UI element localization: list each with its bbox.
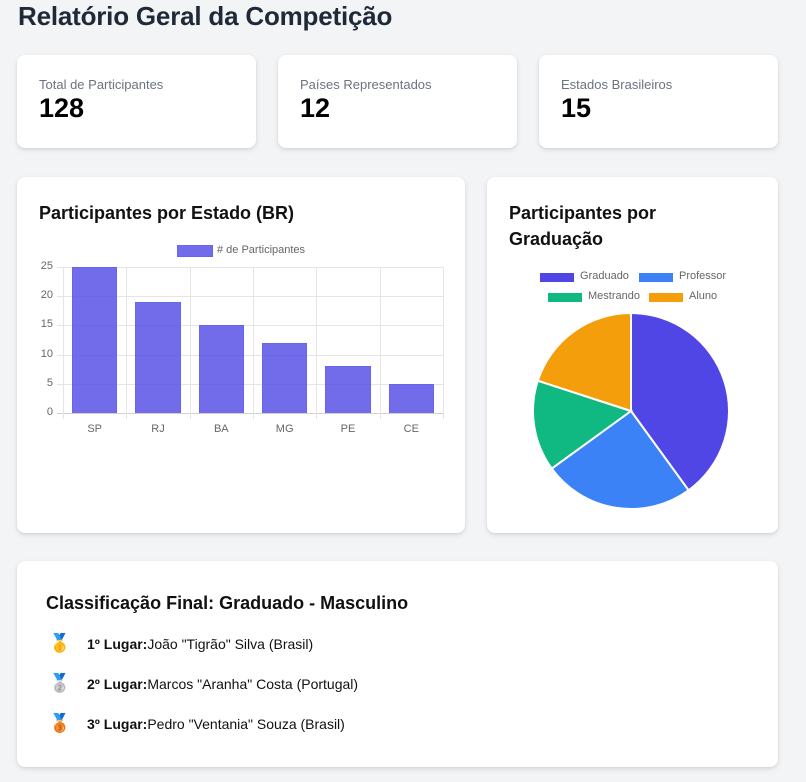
rank-name: Marcos "Aranha" Costa (Portugal) — [147, 675, 359, 692]
pie-slice-graduado[interactable] — [630, 311, 730, 492]
x-axis-tick: SP — [87, 423, 102, 435]
grid-line — [379, 267, 381, 419]
stat-value: 12 — [300, 93, 331, 123]
bar-chart: # de Participantes 0 5 10 15 20 25 SP RJ BA MG PE C… — [17, 177, 465, 533]
x-axis-tick: RJ — [151, 423, 165, 435]
silver-medal-icon: 🥈 — [48, 673, 72, 693]
y-axis-tick: 20 — [40, 289, 53, 302]
ranking-item-1: 🥇 1º Lugar: João "Tigrão" Silva (Brasil) — [47, 633, 313, 654]
bar-chart-title: Participantes por Estado (BR) — [39, 203, 295, 223]
pie-title-line1: Participantes por — [509, 203, 657, 223]
grid-line — [57, 267, 443, 268]
pie-title-line2: Graduação — [509, 229, 604, 249]
rank-position: 2º Lugar: — [87, 675, 148, 692]
bronze-medal-icon: 🥉 — [48, 713, 72, 733]
legend-label: Mestrando — [588, 290, 640, 302]
stat-card-countries: Países Representados 12 — [278, 55, 517, 148]
grid-line — [126, 267, 128, 419]
pie-chart-card: Participantes por Graduação Graduado Pro… — [487, 177, 778, 533]
ranking-title: Classificação Final: Graduado - Masculin… — [46, 593, 409, 613]
y-axis-tick: 5 — [46, 376, 53, 389]
ranking-card: Classificação Final: Graduado - Masculin… — [17, 561, 778, 767]
x-axis-tick: BA — [213, 423, 229, 435]
pie-chart[interactable] — [531, 311, 731, 511]
ranking-item-3: 🥉 3º Lugar: Pedro "Ventania" Souza (Bras… — [47, 713, 345, 734]
legend-label[interactable]: # de Participantes — [217, 244, 306, 256]
grid-line — [316, 267, 318, 419]
rank-position: 3º Lugar: — [87, 715, 148, 732]
legend-label: Professor — [679, 270, 727, 282]
stat-label: Total de Participantes — [39, 77, 164, 92]
bar-sp[interactable] — [72, 267, 118, 413]
bar-chart-card: Participantes por Estado (BR) # de Parti… — [17, 177, 465, 533]
legend-label: Aluno — [689, 290, 718, 302]
y-axis-tick: 10 — [40, 347, 53, 360]
stat-value: 15 — [561, 93, 592, 123]
pie-slice-professor[interactable] — [550, 409, 691, 510]
rank-name: João "Tigrão" Silva (Brasil) — [147, 635, 314, 652]
stat-label: Estados Brasileiros — [561, 77, 673, 92]
y-axis-tick: 15 — [40, 318, 53, 331]
legend-swatch-aluno — [649, 293, 683, 302]
bar-ba[interactable] — [198, 325, 244, 413]
grid-line — [57, 413, 443, 414]
gold-medal-icon: 🥇 — [48, 633, 72, 653]
grid-line — [57, 354, 443, 356]
grid-line — [57, 325, 443, 327]
x-axis-tick: MG — [275, 423, 294, 435]
ranking-item-2: 🥈 2º Lugar: Marcos "Aranha" Costa (Portu… — [47, 673, 358, 694]
grid-line — [443, 267, 444, 419]
legend-swatch-professor — [639, 273, 673, 282]
y-axis-tick: 25 — [40, 260, 53, 272]
x-axis-tick: CE — [403, 423, 419, 435]
legend-label: Graduado — [580, 270, 629, 282]
rank-position: 1º Lugar: — [87, 635, 148, 652]
rank-name: Pedro "Ventania" Souza (Brasil) — [147, 715, 345, 732]
grid-line — [189, 267, 191, 419]
pie-slice-aluno[interactable] — [536, 311, 632, 413]
x-axis-tick: PE — [340, 423, 356, 435]
grid-line — [253, 267, 254, 419]
bar-pe[interactable] — [325, 366, 371, 413]
stat-label: Países Representados — [300, 77, 432, 92]
bar-rj[interactable] — [135, 302, 181, 413]
bar-ce[interactable] — [388, 383, 434, 413]
grid-line — [63, 267, 64, 419]
legend-swatch[interactable] — [177, 245, 213, 257]
legend-swatch-graduado — [540, 273, 574, 282]
bar-mg[interactable] — [262, 342, 308, 413]
page-title: Relatório Geral da Competição — [18, 1, 393, 31]
grid-line — [57, 383, 443, 385]
stat-card-states: Estados Brasileiros 15 — [539, 55, 778, 148]
grid-line — [57, 296, 443, 298]
legend-swatch-mestrando — [548, 293, 582, 302]
y-axis-tick: 0 — [46, 406, 53, 418]
pie-slice-mestrando[interactable] — [532, 379, 634, 471]
stat-value: 128 — [39, 93, 85, 123]
pie-chart-title: Participantes por Graduação — [509, 200, 656, 252]
stat-card-total-participants: Total de Participantes 128 — [17, 55, 256, 148]
